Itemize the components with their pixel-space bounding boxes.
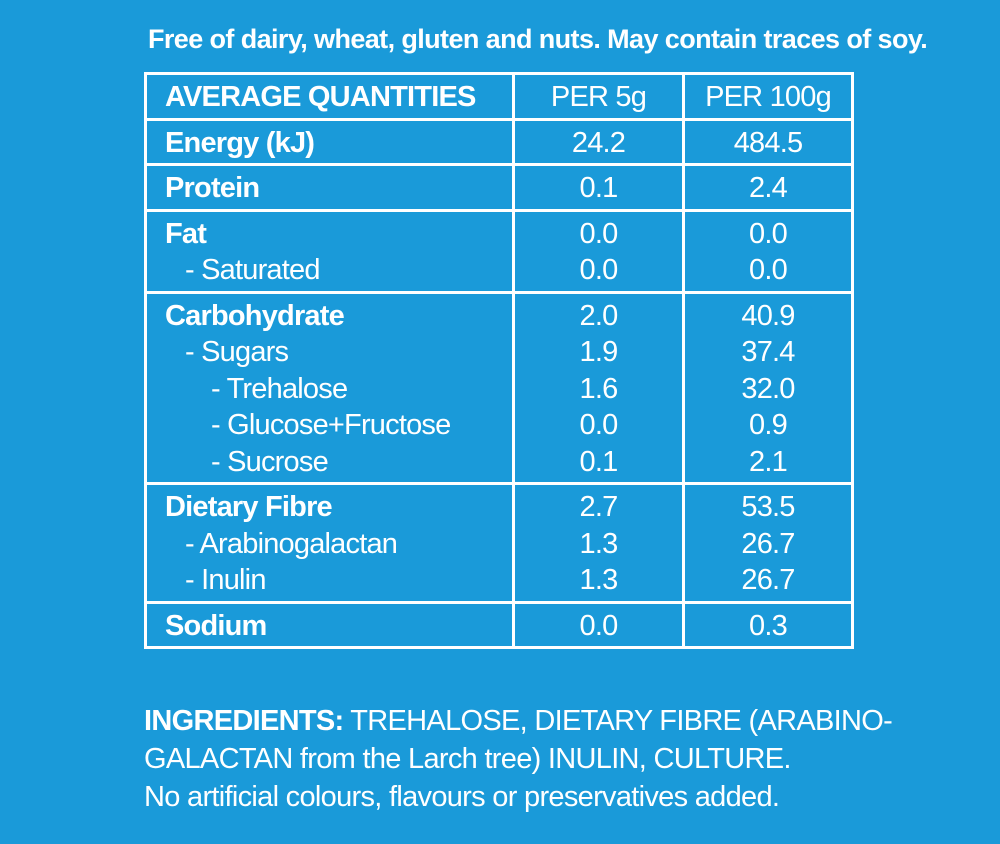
per-serving-cell: 2.7 1.3 1.3 [512,482,685,604]
ingredients-line-3: No artificial colours, flavours or prese… [144,781,780,813]
header-per-serving: PER 5g [512,72,685,121]
nutrient-per-serving-value: 1.6 [579,372,619,405]
per-100g-cell: 2.4 [682,163,854,212]
nutrient-per-serving-value: 2.0 [579,299,619,332]
nutrient-name: Sodium [165,609,267,642]
nutrient-label-cell: Energy (kJ) [144,117,515,166]
nutrient-per-serving-value: 0.1 [579,172,619,204]
per-100g-cell: 40.9 37.4 32.0 0.9 2.1 [682,290,854,485]
table-header-row: AVERAGE QUANTITIES PER 5g PER 100g [144,72,854,121]
nutrient-label-cell: Carbohydrate - Sugars - Trehalose - Glucose… [144,290,515,485]
per-serving-cell: 0.1 [512,163,685,212]
nutrient-per-100g-value: 0.9 [749,409,788,441]
nutrient-per-100g-value: 32.0 [741,372,795,405]
nutrient-per-100g-value: 26.7 [741,527,795,560]
header-label-text: AVERAGE QUANTITIES [165,81,476,113]
header-average-quantities: AVERAGE QUANTITIES [144,72,515,121]
nutrient-per-100g-value: 0.3 [749,609,788,642]
nutrient-per-serving-value: 1.9 [579,336,619,368]
nutrient-per-100g-value: 40.9 [741,299,795,332]
nutrient-name: - Trehalose [211,372,348,405]
nutrient-group-row: Carbohydrate - Sugars - Trehalose - Glucose… [144,290,854,485]
header-per-100g-text: PER 100g [705,81,832,113]
nutrient-per-serving-value: 1.3 [579,527,619,560]
nutrient-per-serving-value: 24.2 [571,126,626,159]
per-100g-cell: 0.0 0.0 [682,208,854,294]
nutrient-name: - Sugars [185,336,289,368]
nutrient-name: Energy (kJ) [165,126,315,159]
ingredients-text-1: TREHALOSE, DIETARY FIBRE (ARABINO- [343,705,893,737]
ingredients-line-1: INGREDIENTS: TREHALOSE, DIETARY FIBRE (A… [144,702,893,740]
nutrient-per-100g-value: 2.4 [749,172,788,204]
nutrient-label-cell: Sodium [144,600,515,649]
nutrient-per-serving-value: 0.1 [579,445,619,478]
nutrient-group-row: Sodium 0.0 0.3 [144,600,854,649]
nutrient-group-row: Protein 0.1 2.4 [144,163,854,212]
nutrient-name: - Glucose+Fructose [211,409,451,441]
nutrient-per-100g-value: 484.5 [733,126,803,159]
nutrient-per-serving-value: 0.0 [579,409,619,441]
per-100g-cell: 53.5 26.7 26.7 [682,482,854,604]
nutrient-per-100g-value: 53.5 [741,491,795,523]
header-per-serving-text: PER 5g [550,81,647,113]
ingredients-block: INGREDIENTS: TREHALOSE, DIETARY FIBRE (A… [144,702,893,816]
header-per-100g: PER 100g [682,72,854,121]
nutrient-name: Fat [165,217,207,250]
nutrient-name: Dietary Fibre [165,491,333,523]
nutrient-per-100g-value: 37.4 [741,336,795,368]
per-100g-cell: 484.5 [682,117,854,166]
per-serving-cell: 2.0 1.9 1.6 0.0 0.1 [512,290,685,485]
nutrient-name: - Arabinogalactan [185,527,398,560]
nutrient-per-serving-value: 1.3 [579,564,619,596]
per-serving-cell: 24.2 [512,117,685,166]
nutrient-name: - Inulin [185,564,266,596]
nutrient-per-serving-value: 0.0 [579,254,619,286]
nutrition-body: Energy (kJ) 24.2 484.5 Protein 0.1 2.4 Fat - Sa… [144,117,854,649]
nutrition-panel: AVERAGE QUANTITIES PER 5g PER 100g Energ… [144,72,854,649]
nutrient-group-row: Dietary Fibre - Arabinogalactan - Inulin 2.… [144,482,854,604]
nutrient-per-serving-value: 0.0 [579,217,619,250]
per-100g-cell: 0.3 [682,600,854,649]
nutrient-name: - Saturated [185,254,320,286]
per-serving-cell: 0.0 0.0 [512,208,685,294]
nutrient-per-100g-value: 0.0 [749,217,788,250]
nutrient-per-serving-value: 2.7 [579,491,619,523]
nutrient-per-100g-value: 2.1 [749,445,788,478]
nutrient-per-100g-value: 0.0 [749,254,788,286]
nutrient-name: Carbohydrate [165,299,345,332]
ingredients-heading: INGREDIENTS: [144,705,344,737]
nutrient-per-serving-value: 0.0 [579,609,619,642]
nutrient-label-cell: Dietary Fibre - Arabinogalactan - Inulin [144,482,515,604]
nutrient-label-cell: Protein [144,163,515,212]
nutrient-group-row: Energy (kJ) 24.2 484.5 [144,117,854,166]
per-serving-cell: 0.0 [512,600,685,649]
allergen-statement: Free of dairy, wheat, gluten and nuts. M… [148,24,928,54]
nutrient-name: - Sucrose [211,445,329,478]
nutrient-group-row: Fat - Saturated 0.0 0.0 0.0 0.0 [144,208,854,294]
nutrient-label-cell: Fat - Saturated [144,208,515,294]
nutrient-per-100g-value: 26.7 [741,564,795,596]
nutrient-name: Protein [165,172,260,204]
ingredients-line-2: GALACTAN from the Larch tree) INULIN, CU… [144,743,791,775]
nutrition-table: AVERAGE QUANTITIES PER 5g PER 100g Energ… [144,72,854,649]
